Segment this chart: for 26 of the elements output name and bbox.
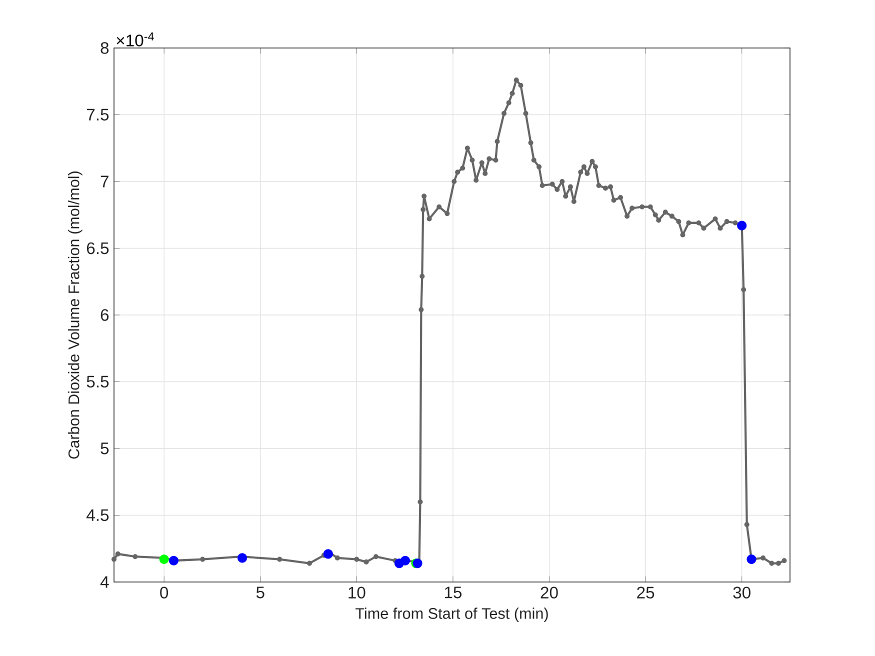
y-tick-label: 4 xyxy=(100,576,109,588)
y-tick-label: 7 xyxy=(100,176,108,188)
y-axis-title: Carbon Dioxide Volume Fraction (mol/mol) xyxy=(68,172,82,459)
x-tick-label: 20 xyxy=(540,586,558,598)
y-tick-label: 5 xyxy=(100,442,109,454)
x-tick-label: 0 xyxy=(160,586,168,598)
y-tick-label: 7.5 xyxy=(86,108,109,121)
y-tick-label: 6.5 xyxy=(86,242,109,254)
text: ×10$^{-4}$ xyxy=(116,32,154,46)
x-tick-label: 25 xyxy=(637,586,654,598)
point xyxy=(746,554,756,564)
y-tick-label: 8 xyxy=(100,42,109,54)
point xyxy=(737,220,747,230)
x-tick-label: 30 xyxy=(733,586,750,598)
point xyxy=(159,554,169,564)
x-tick-label: 5 xyxy=(256,586,264,598)
y-tick-label: 5.5 xyxy=(86,376,109,388)
point xyxy=(323,549,333,559)
y-tick-label: 4.5 xyxy=(86,509,109,522)
point xyxy=(168,556,179,566)
point xyxy=(400,556,410,566)
x-tick-label: 10 xyxy=(348,586,366,598)
x-tick-label: 15 xyxy=(444,586,462,598)
y-tick-label: 6 xyxy=(100,309,109,321)
point xyxy=(237,553,248,563)
x-axis-title: Time from Start of Test (min) xyxy=(356,608,548,622)
